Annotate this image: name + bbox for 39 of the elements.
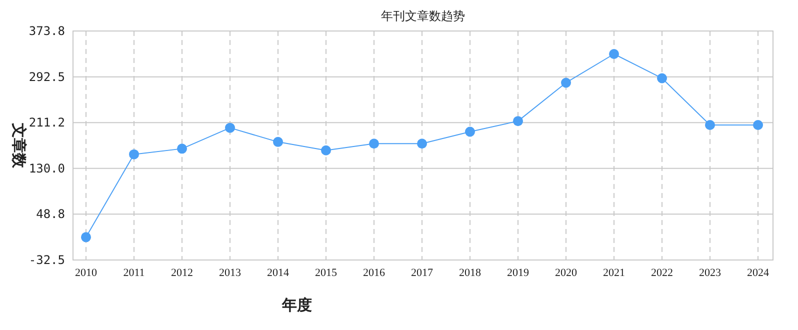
y-tick-label: 292.5	[28, 70, 65, 84]
x-tick-label: 2013	[219, 267, 242, 279]
point	[657, 73, 667, 84]
point	[753, 120, 763, 130]
chart-title: 年刊文章数趋势	[381, 9, 465, 23]
point	[273, 136, 283, 147]
x-tick-label: 2010	[75, 267, 98, 279]
x-tick-label: 2020	[555, 267, 578, 279]
point	[609, 48, 619, 59]
x-tick-label: 2015	[315, 267, 338, 279]
point	[177, 144, 187, 154]
x-tick-label: 2011	[123, 267, 145, 279]
point	[225, 122, 235, 133]
x-tick-label: 2022	[651, 267, 673, 279]
point	[705, 120, 715, 130]
point	[369, 138, 379, 149]
x-tick-label: 2023	[699, 267, 722, 279]
y-tick-label: 211.2	[28, 116, 65, 130]
x-tick-label: 2018	[459, 267, 482, 279]
y-tick-label: -32.5	[28, 253, 65, 267]
y-tick-label: 373.8	[28, 24, 65, 38]
y-tick-label: 48.8	[36, 207, 65, 222]
x-tick-label: 2014	[267, 267, 290, 279]
y-axis-title: 文章数	[10, 122, 28, 169]
x-tick-label: 2024	[747, 267, 770, 279]
x-tick-label: 2017	[411, 267, 434, 279]
point	[417, 138, 427, 149]
point	[81, 232, 91, 242]
x-tick-label: 2021	[603, 267, 625, 279]
x-tick-label: 2019	[507, 267, 530, 279]
point	[513, 116, 523, 126]
y-tick-label: 130.0	[28, 161, 65, 176]
x-axis-title: 年度	[281, 296, 312, 314]
point	[321, 145, 331, 156]
point	[561, 78, 571, 88]
point	[129, 149, 139, 160]
x-tick-label: 2012	[171, 267, 193, 279]
x-tick-label: 2016	[363, 267, 386, 279]
point	[465, 126, 475, 137]
